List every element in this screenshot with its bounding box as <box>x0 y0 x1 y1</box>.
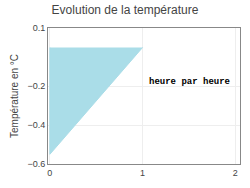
svg-text:−0.4: −0.4 <box>27 120 45 130</box>
svg-text:−0.2: −0.2 <box>27 81 45 91</box>
svg-text:Evolution de la température: Evolution de la température <box>52 3 199 17</box>
svg-text:2: 2 <box>233 168 238 178</box>
svg-text:Température en °C: Température en °C <box>9 54 20 138</box>
svg-text:heure par heure: heure par heure <box>149 77 230 87</box>
svg-text:1: 1 <box>140 168 145 178</box>
svg-text:0.1: 0.1 <box>33 23 46 33</box>
svg-text:0: 0 <box>47 168 52 178</box>
svg-text:−0.6: −0.6 <box>27 159 45 169</box>
